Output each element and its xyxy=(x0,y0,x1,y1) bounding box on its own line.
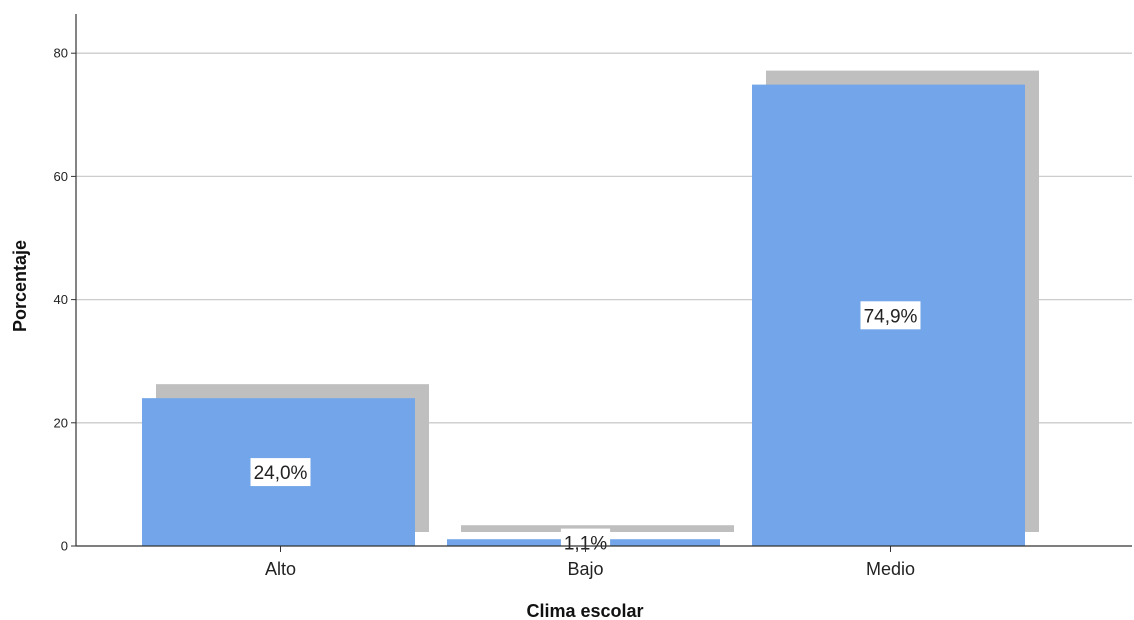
y-axis-ticks: 0 20 40 60 80 xyxy=(54,46,76,554)
y-tick-label: 40 xyxy=(54,292,68,307)
data-label: 1,1% xyxy=(564,534,607,555)
x-axis-title: Clima escolar xyxy=(526,601,643,620)
x-axis-ticks: Alto Bajo Medio xyxy=(265,546,915,579)
x-tick-label: Medio xyxy=(866,559,915,579)
data-labels: 24,0% 1,1% 74,9% xyxy=(250,301,921,557)
y-tick-label: 20 xyxy=(54,415,68,430)
data-label-box xyxy=(250,458,311,487)
y-axis-title: Porcentaje xyxy=(10,240,30,332)
data-label: 74,9% xyxy=(864,306,918,327)
data-label-box xyxy=(860,301,921,330)
data-label: 24,0% xyxy=(254,463,308,484)
x-tick-label: Alto xyxy=(265,559,296,579)
y-tick-label: 0 xyxy=(61,539,68,554)
y-tick-label: 60 xyxy=(54,169,68,184)
x-tick-label: Bajo xyxy=(567,559,603,579)
y-tick-label: 80 xyxy=(54,46,68,61)
